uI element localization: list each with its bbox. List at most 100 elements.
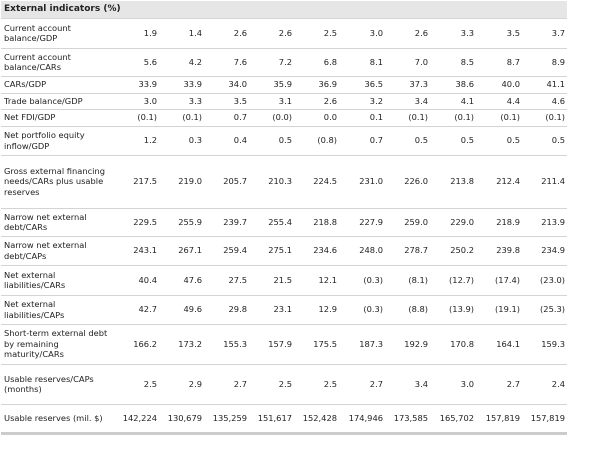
- table-cell: 165,702: [430, 404, 476, 435]
- table-cell: 219.0: [159, 155, 204, 209]
- table-cell: 0.5: [430, 126, 476, 156]
- table-cell: 3.4: [385, 93, 430, 110]
- row-label: Short-term external debt by remaining ma…: [1, 324, 113, 365]
- table-cell: (25.3): [522, 295, 567, 325]
- table-cell: 3.0: [430, 364, 476, 405]
- table-cell: 278.7: [385, 236, 430, 266]
- table-cell: 2.5: [113, 364, 159, 405]
- table-cell: (0.1): [476, 109, 522, 127]
- table-cell: 2.7: [204, 364, 249, 405]
- table-cell: (0.3): [339, 295, 385, 325]
- table-cell: (0.1): [522, 109, 567, 127]
- table-cell: 130,679: [159, 404, 204, 435]
- table-cell: 217.5: [113, 155, 159, 209]
- table-cell: 248.0: [339, 236, 385, 266]
- table-cell: 2.6: [294, 93, 339, 110]
- table-cell: 7.0: [385, 48, 430, 77]
- table-cell: 212.4: [476, 155, 522, 209]
- table-cell: 151,617: [249, 404, 294, 435]
- table-cell: 2.4: [522, 364, 567, 405]
- row-label: CARs/GDP: [1, 76, 113, 94]
- table-cell: 8.1: [339, 48, 385, 77]
- row-label: Usable reserves/CAPs (months): [1, 364, 113, 405]
- table-cell: (0.1): [430, 109, 476, 127]
- table-cell: 0.7: [339, 126, 385, 156]
- table-cell: 2.5: [294, 364, 339, 405]
- table-cell: 23.1: [249, 295, 294, 325]
- table-cell: (19.1): [476, 295, 522, 325]
- table-cell: 8.7: [476, 48, 522, 77]
- table-cell: 267.1: [159, 236, 204, 266]
- row-label: Net external liabilities/CAPs: [1, 295, 113, 325]
- table-cell: 155.3: [204, 324, 249, 365]
- table-cell: 8.5: [430, 48, 476, 77]
- table-cell: 3.1: [249, 93, 294, 110]
- table-cell: 36.9: [294, 76, 339, 94]
- row-label: Gross external financing needs/CARs plus…: [1, 155, 113, 209]
- table-cell: (0.1): [113, 109, 159, 127]
- table-cell: 34.0: [204, 76, 249, 94]
- table-cell: 0.0: [294, 109, 339, 127]
- table-row: Narrow net external debt/CAPs 243.1 267.1 2…: [1, 236, 567, 266]
- table-cell: 33.9: [113, 76, 159, 94]
- table-row: Trade balance/GDP 3.0 3.3 3.5 3.1 2.6 3.2 3.4 4.…: [1, 93, 567, 110]
- table-cell: 231.0: [339, 155, 385, 209]
- table-row: Short-term external debt by remaining ma…: [1, 324, 567, 365]
- table-cell: 2.5: [249, 364, 294, 405]
- table-cell: 40.4: [113, 265, 159, 296]
- table-cell: 166.2: [113, 324, 159, 365]
- external-indicators-panel: External indicators (%) Current account …: [1, 1, 567, 435]
- table-cell: 1.4: [159, 19, 204, 49]
- table-cell: 0.1: [339, 109, 385, 127]
- table-cell: 259.4: [204, 236, 249, 266]
- table-cell: 3.2: [339, 93, 385, 110]
- table-cell: 211.4: [522, 155, 567, 209]
- table-cell: (0.0): [249, 109, 294, 127]
- table-cell: 157.9: [249, 324, 294, 365]
- table-cell: 2.9: [159, 364, 204, 405]
- table-cell: 173,585: [385, 404, 430, 435]
- row-label: Net external liabilities/CARs: [1, 265, 113, 296]
- table-title: External indicators (%): [1, 1, 567, 19]
- table-cell: (17.4): [476, 265, 522, 296]
- table-cell: (8.8): [385, 295, 430, 325]
- table-cell: 2.7: [476, 364, 522, 405]
- table-cell: 0.5: [522, 126, 567, 156]
- table-cell: 157,819: [476, 404, 522, 435]
- table-cell: 42.7: [113, 295, 159, 325]
- table-cell: 3.5: [476, 19, 522, 49]
- table-row: Usable reserves/CAPs (months) 2.5 2.9 2.7 2.…: [1, 364, 567, 405]
- table-cell: (0.1): [385, 109, 430, 127]
- table-cell: 135,259: [204, 404, 249, 435]
- table-cell: 229.0: [430, 208, 476, 237]
- table-cell: 8.9: [522, 48, 567, 77]
- table-cell: 4.6: [522, 93, 567, 110]
- table-cell: 157,819: [522, 404, 567, 435]
- table-cell: 40.0: [476, 76, 522, 94]
- row-label: Current account balance/GDP: [1, 19, 113, 49]
- table-cell: 2.6: [385, 19, 430, 49]
- table-cell: 7.6: [204, 48, 249, 77]
- table-cell: (13.9): [430, 295, 476, 325]
- table-cell: 5.6: [113, 48, 159, 77]
- table-cell: 259.0: [385, 208, 430, 237]
- table-cell: 142,224: [113, 404, 159, 435]
- table-cell: 4.4: [476, 93, 522, 110]
- table-row: Current account balance/GDP 1.9 1.4 2.6 2.6 2…: [1, 19, 567, 49]
- table-cell: (0.8): [294, 126, 339, 156]
- table-cell: 41.1: [522, 76, 567, 94]
- table-cell: 210.3: [249, 155, 294, 209]
- table-cell: 170.8: [430, 324, 476, 365]
- table-cell: (0.3): [339, 265, 385, 296]
- table-cell: 2.7: [339, 364, 385, 405]
- table-cell: 38.6: [430, 76, 476, 94]
- table-cell: 3.4: [385, 364, 430, 405]
- table-cell: 47.6: [159, 265, 204, 296]
- table-cell: (8.1): [385, 265, 430, 296]
- table-cell: 213.9: [522, 208, 567, 237]
- table-cell: 3.0: [113, 93, 159, 110]
- table-cell: 224.5: [294, 155, 339, 209]
- table-row: CARs/GDP 33.9 33.9 34.0 35.9 36.9 36.5 37.3 38.6…: [1, 76, 567, 94]
- table-cell: 7.2: [249, 48, 294, 77]
- table-cell: 218.9: [476, 208, 522, 237]
